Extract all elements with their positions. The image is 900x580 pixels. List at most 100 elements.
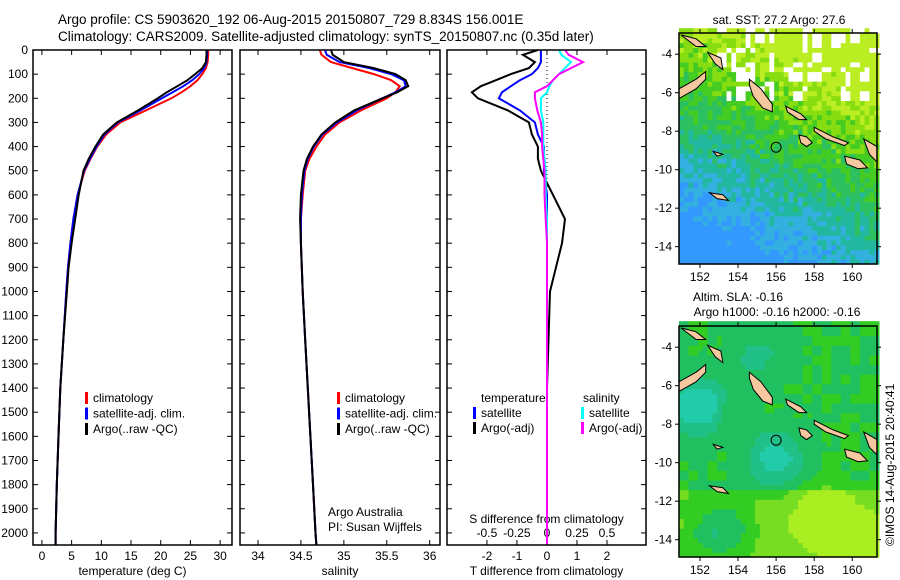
map-cell [802, 403, 809, 409]
map-cell [688, 427, 694, 433]
map-cell [774, 489, 780, 495]
map-cell [864, 225, 870, 231]
map-cell [721, 259, 728, 265]
map-cell [807, 187, 813, 193]
map-cell [712, 412, 718, 418]
map-cell [759, 484, 766, 491]
map-cell [845, 518, 851, 524]
map-cell [745, 129, 751, 135]
map-cell [717, 451, 723, 457]
map-cell [802, 215, 809, 222]
map-cell [702, 489, 709, 495]
map-cell [736, 211, 742, 217]
map-cell [769, 235, 775, 241]
map-cell [802, 57, 809, 63]
map-cell [817, 345, 823, 351]
map-cell [683, 403, 690, 409]
map-cell [850, 211, 856, 217]
map-cell [721, 335, 728, 341]
map-cell [840, 71, 847, 77]
map-cell [845, 211, 851, 217]
map-cell [740, 388, 747, 394]
map-cell [840, 254, 847, 260]
map-cell [855, 239, 861, 246]
map-cell [821, 393, 828, 399]
map-cell [769, 460, 775, 467]
map-cell [750, 393, 756, 399]
map-cell [764, 158, 771, 164]
map-cell [683, 470, 690, 476]
map-cell [721, 354, 728, 361]
map-cell [855, 528, 861, 534]
map-cell [869, 259, 875, 265]
map-cell [750, 403, 756, 409]
map-cell [726, 547, 732, 553]
map-cell [721, 37, 728, 44]
map-cell [707, 537, 713, 544]
map-cell [755, 528, 761, 534]
map-cell [812, 57, 818, 63]
map-cell [859, 57, 866, 63]
y-tick-label: 1100 [2, 309, 28, 323]
map-cell [683, 455, 690, 462]
map-cell [759, 167, 766, 174]
map-cell [731, 465, 737, 471]
map-cell [826, 537, 832, 544]
map-cell [779, 138, 785, 145]
map-cell [755, 465, 761, 471]
map-cell [688, 321, 694, 327]
map-cell [836, 393, 842, 399]
map-cell [850, 321, 856, 327]
map-cell [764, 148, 771, 154]
map-cell [783, 52, 790, 58]
map-cell [783, 191, 790, 198]
map-cell [840, 134, 847, 140]
map-cell [755, 455, 761, 462]
map-cell [817, 427, 823, 433]
map-cell [750, 76, 756, 82]
map-cell [807, 330, 813, 337]
map-cell [712, 436, 718, 443]
map-cell [726, 388, 732, 394]
map-cell [845, 494, 851, 500]
map-cell [726, 105, 732, 111]
lon-tick-label: 156 [766, 270, 786, 284]
map-cell [807, 354, 813, 361]
map-cell [798, 321, 804, 327]
map-cell [859, 427, 866, 433]
map-cell [745, 330, 751, 337]
map-cell [712, 90, 718, 97]
map-cell [759, 378, 766, 385]
map-cell [745, 470, 751, 476]
map-cell [731, 191, 737, 198]
map-cell [698, 552, 704, 558]
map-cell [745, 244, 751, 251]
map-cell [836, 470, 842, 476]
temperature-panel: 0100200300400500600700800900100011001200… [1, 43, 233, 578]
map-cell [707, 407, 713, 414]
map-cell [831, 225, 837, 231]
map-cell [726, 417, 732, 423]
map-cell [807, 359, 813, 366]
map-cell [726, 436, 732, 443]
map-cell [783, 504, 790, 510]
map-cell [817, 455, 823, 462]
map-cell [679, 119, 685, 125]
map-cell [836, 134, 842, 140]
map-cell [740, 167, 747, 174]
map-cell [759, 499, 766, 505]
map-cell [869, 330, 875, 337]
map-cell [721, 143, 728, 150]
map-cell [831, 95, 837, 101]
map-cell [802, 393, 809, 399]
map-cell [793, 326, 799, 332]
map-cell [836, 95, 842, 101]
map-cell [855, 518, 861, 524]
map-cell [693, 446, 699, 452]
map-cell [750, 489, 756, 495]
map-cell [721, 374, 728, 380]
y-tick-label: 1600 [1, 429, 28, 443]
map-cell [750, 326, 756, 332]
map-cell [740, 196, 747, 202]
map-cell [840, 547, 847, 553]
